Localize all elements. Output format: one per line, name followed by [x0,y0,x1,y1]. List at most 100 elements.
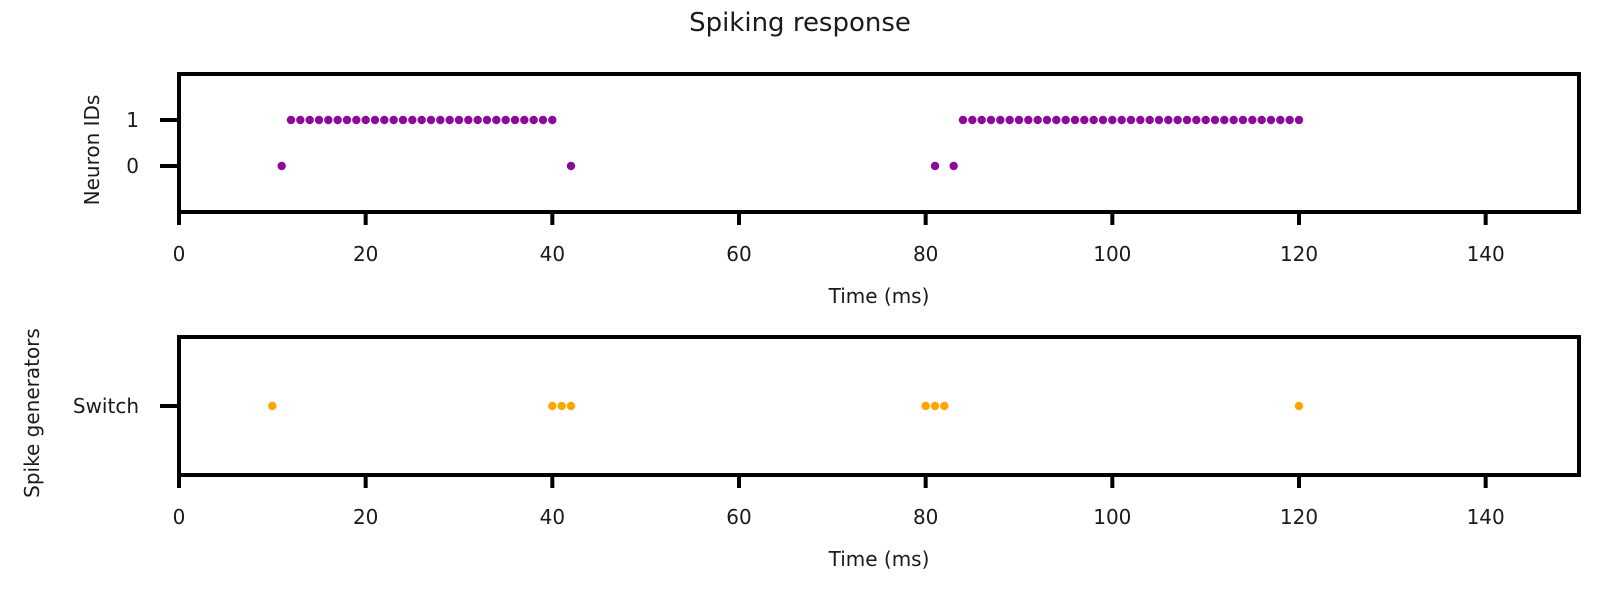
spike-point [940,401,949,411]
spike-point [464,115,473,125]
spike-point [510,115,520,125]
spike-point [1014,115,1024,125]
x-tick-label: 80 [913,242,938,266]
x-tick-label: 40 [540,242,565,266]
spike-point [473,115,482,125]
spike-point [1276,115,1285,125]
spike-point [389,115,398,125]
spike-point [1033,115,1042,125]
spike-point [1229,115,1238,125]
spike-point [1098,115,1108,125]
spike-point [1070,115,1080,125]
spike-point [1080,115,1089,125]
spike-point [324,115,333,125]
spike-point [1145,115,1154,125]
spike-point [305,115,314,125]
spike-point [968,115,977,125]
x-tick-label: 120 [1280,505,1318,529]
plot-frame [177,335,1581,477]
plot-frame [177,72,1581,214]
spike-point [1257,115,1266,125]
x-tick-label: 60 [726,242,751,266]
x-tick-label: 20 [353,242,378,266]
spike-point [1164,115,1173,125]
spike-point [398,115,408,125]
spike-point [352,115,361,125]
x-tick-label: 0 [173,242,186,266]
x-tick-label: 80 [913,505,938,529]
spike-point [268,401,277,411]
y-tick-label: 1 [126,108,139,132]
spike-point [296,115,305,125]
spike-point [436,115,445,125]
spike-point [277,161,286,171]
x-tick-label: 140 [1467,505,1505,529]
y-tick-label: Switch [73,394,139,418]
spike-point [520,115,529,125]
spike-point [1238,115,1248,125]
spike-point [314,115,324,125]
x-axis-label: Time (ms) [828,547,930,571]
spike-point [548,115,557,125]
spike-point [1294,401,1304,411]
spike-point [1126,115,1136,125]
spike-point [930,401,940,411]
spike-point [1201,115,1210,125]
spike-point [921,401,930,411]
spike-point [286,115,296,125]
spike-point [1005,115,1014,125]
x-axis-label: Time (ms) [828,284,930,308]
spike-point [454,115,464,125]
spike-point [977,115,986,125]
spike-point [1210,115,1220,125]
spike-point [996,115,1005,125]
spike-point [548,401,557,411]
spike-point [482,115,492,125]
spike-point [958,115,968,125]
spike-point [1285,115,1294,125]
spike-point [445,115,454,125]
spike-point [501,115,510,125]
spike-point [1173,115,1182,125]
spike-point [342,115,352,125]
x-tick-label: 60 [726,505,751,529]
y-tick-label: 0 [126,154,139,178]
spike-point [1248,115,1257,125]
spike-point [557,401,566,411]
spike-point [1266,115,1276,125]
spike-point [1117,115,1126,125]
spike-point [566,401,576,411]
spike-point [1294,115,1304,125]
spike-point [1182,115,1192,125]
bottom-panel: 0 20 40 60 80 100 120 140 Switch Time (ms) Spike g… [20,328,1581,571]
spike-point [333,115,342,125]
spike-point [426,115,436,125]
spike-point [529,115,538,125]
x-tick-label: 120 [1280,242,1318,266]
spike-point [1108,115,1117,125]
y-axis-label: Neuron IDs [80,95,104,206]
spike-point [1220,115,1229,125]
x-tick-label: 40 [540,505,565,529]
spike-point [930,161,940,171]
x-tick-label: 0 [173,505,186,529]
top-panel: 0 20 40 60 80 100 120 140 0 1 Time (ms) Neuron IDs [80,72,1581,308]
spike-point [370,115,380,125]
spike-point [1061,115,1070,125]
spike-point [566,161,576,171]
spike-point [1024,115,1033,125]
spike-point [538,115,548,125]
figure-title: Spiking response [689,8,911,38]
spike-point [417,115,426,125]
spike-point [492,115,501,125]
spike-point [1154,115,1164,125]
spike-point [408,115,417,125]
spike-point [986,115,996,125]
x-tick-label: 100 [1093,242,1131,266]
spike-point [1052,115,1061,125]
spike-point [1089,115,1098,125]
spike-point [361,115,370,125]
spike-point [1042,115,1052,125]
x-tick-label: 20 [353,505,378,529]
